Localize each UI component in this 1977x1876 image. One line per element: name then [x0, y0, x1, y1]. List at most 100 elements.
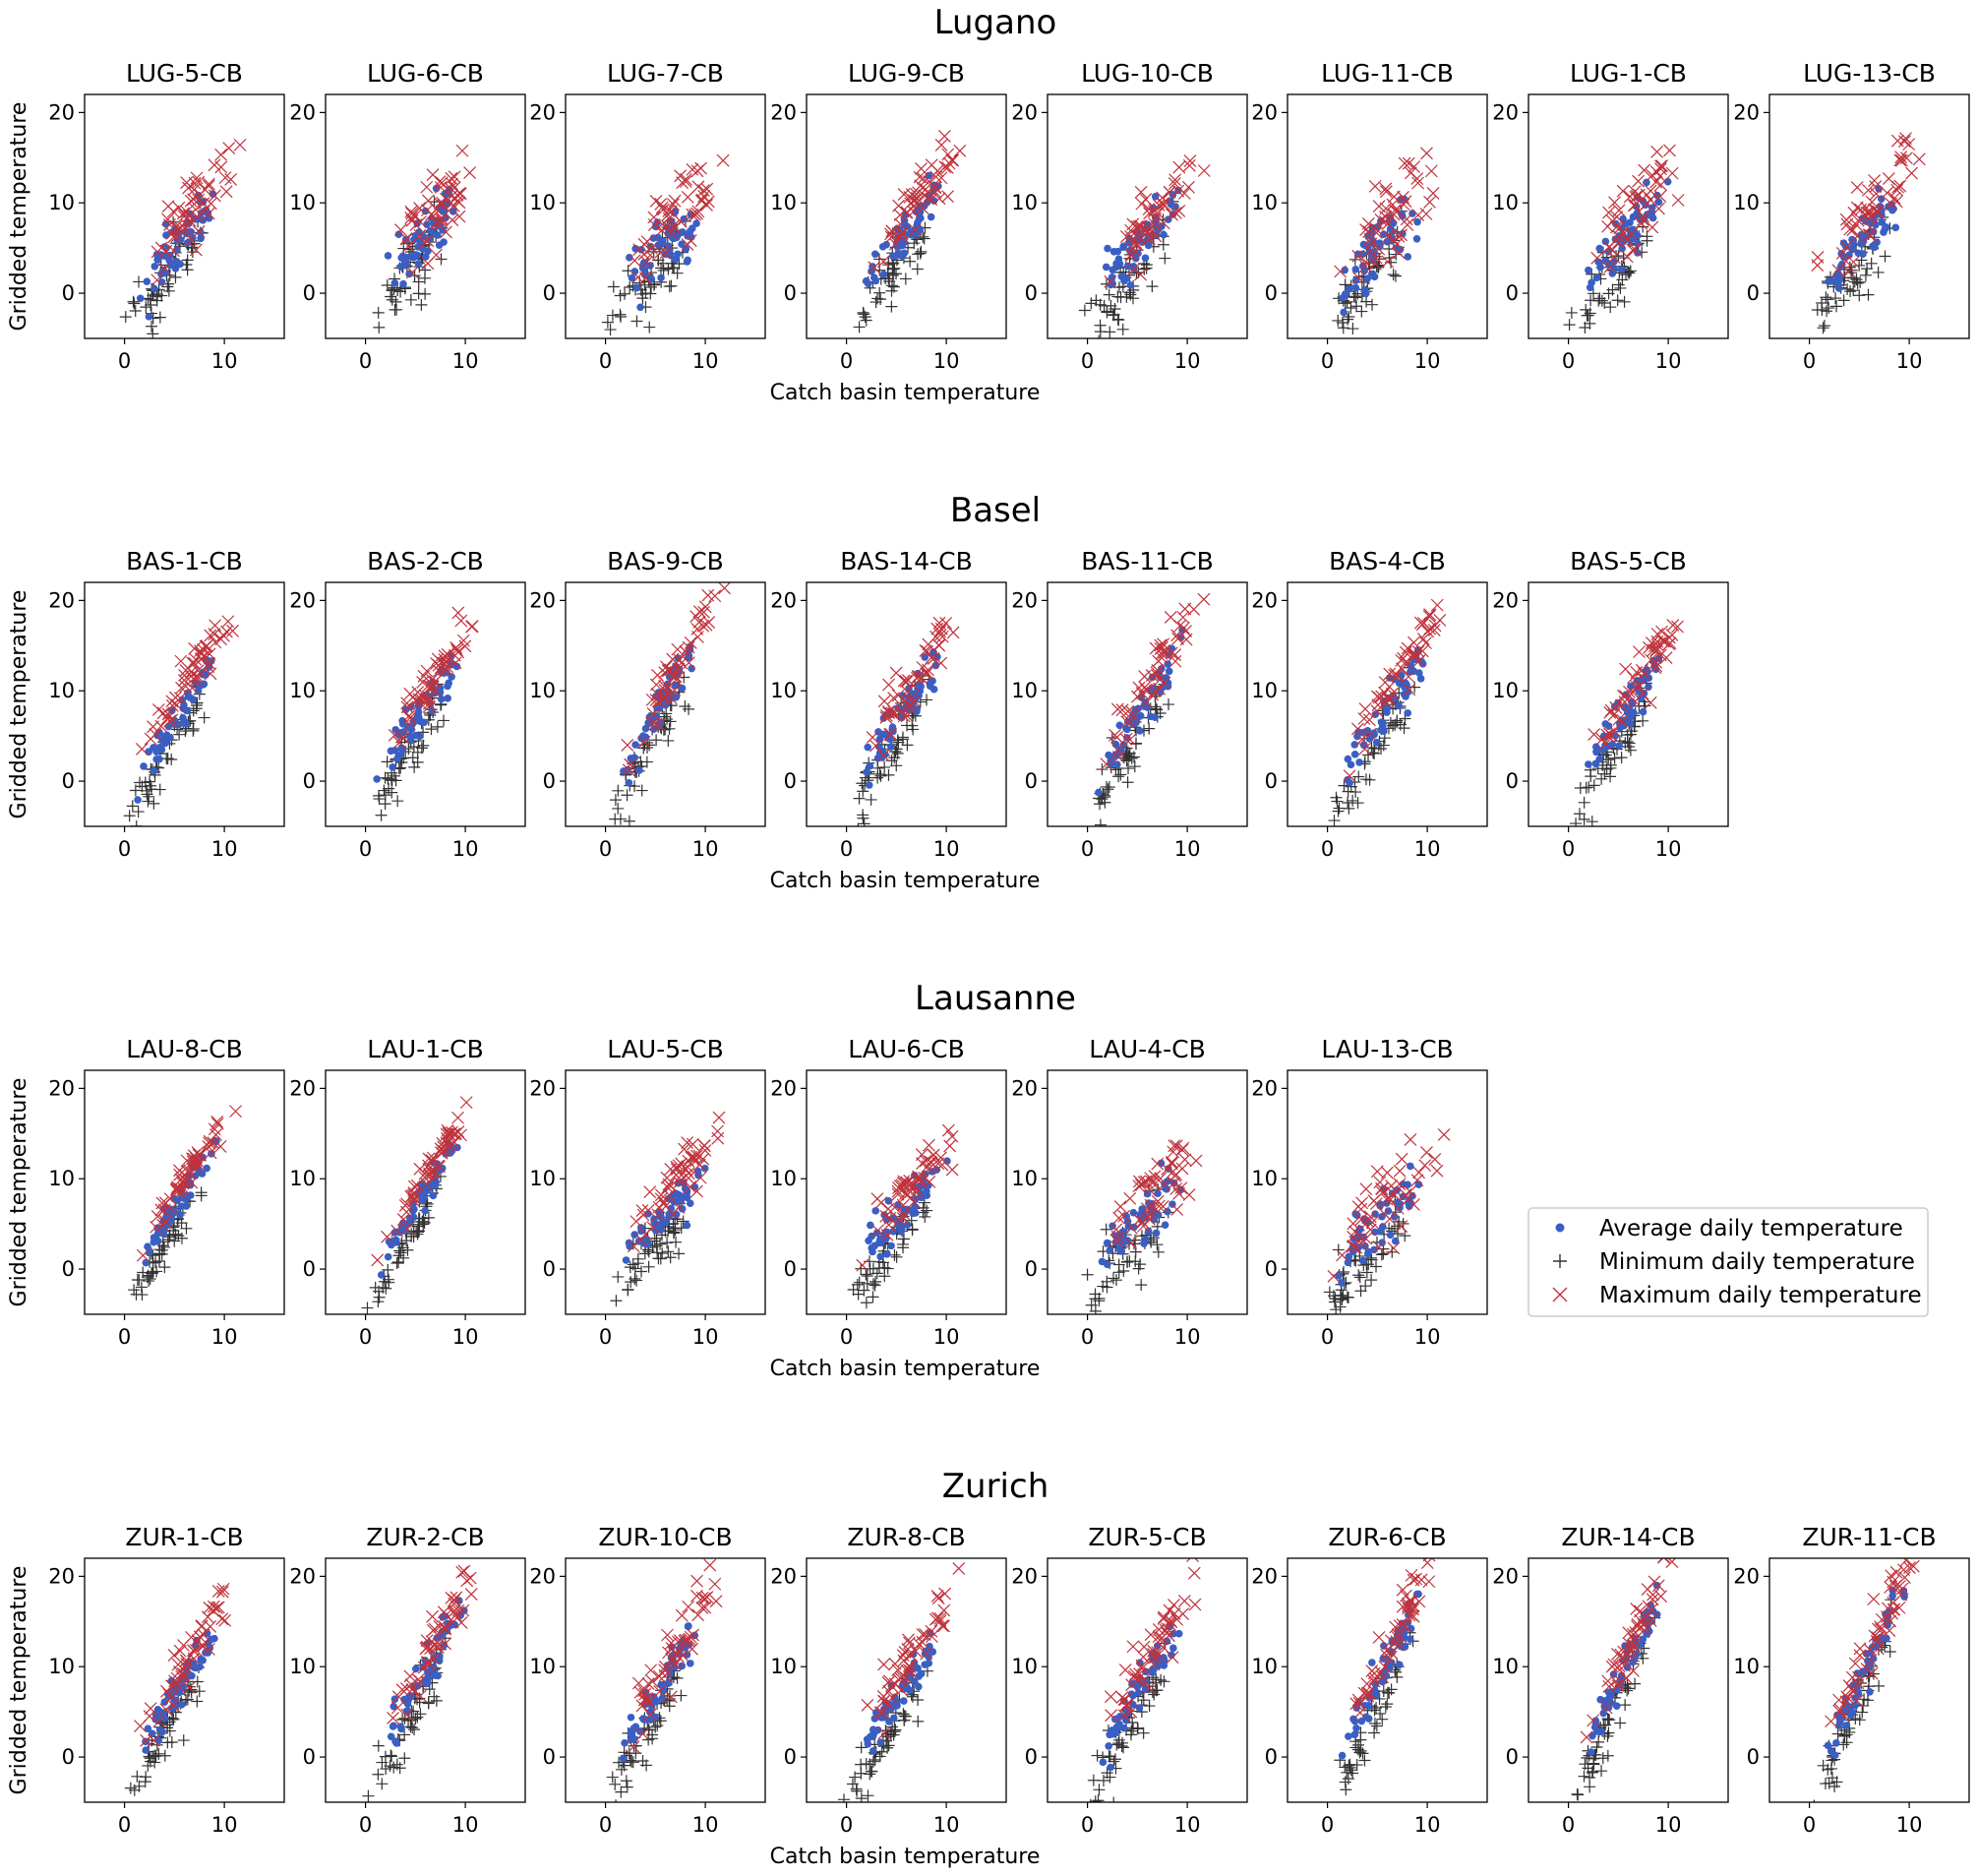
min-point — [1336, 317, 1348, 330]
x-tick-label: 10 — [1655, 837, 1682, 861]
max-point — [190, 1157, 204, 1171]
avg-point — [909, 1205, 917, 1214]
avg-point — [409, 252, 417, 260]
subplot-title: BAS-11-CB — [1081, 547, 1214, 575]
min-point — [857, 822, 859, 826]
max-point — [1197, 592, 1211, 606]
max-point — [158, 1215, 172, 1229]
max-point — [1622, 1626, 1636, 1640]
max-point — [1153, 1633, 1167, 1647]
min-point — [1377, 1684, 1390, 1697]
max-point — [440, 1608, 453, 1621]
avg-point — [182, 1202, 191, 1210]
min-point — [621, 1781, 633, 1793]
max-point — [1638, 667, 1650, 681]
max-point — [1396, 662, 1408, 676]
max-point — [1651, 1579, 1665, 1593]
max-point — [1124, 1237, 1138, 1250]
min-point — [654, 1238, 667, 1250]
min-point — [1342, 313, 1354, 326]
avg-point — [686, 1199, 694, 1208]
max-point — [1899, 132, 1912, 146]
max-point — [1159, 1623, 1172, 1637]
avg-point — [1372, 738, 1381, 747]
max-point — [1671, 194, 1685, 207]
max-point — [663, 1188, 677, 1202]
min-point — [614, 308, 627, 321]
min-point — [865, 793, 877, 806]
max-point — [899, 675, 913, 688]
min-point — [373, 789, 386, 802]
avg-point — [1407, 1162, 1414, 1171]
max-point — [1588, 728, 1601, 741]
avg-point — [1349, 1247, 1357, 1256]
max-point — [1626, 243, 1640, 257]
min-point — [1135, 1279, 1148, 1292]
max-point — [668, 194, 682, 208]
min-point — [897, 1233, 910, 1245]
y-tick-label: 0 — [1025, 281, 1038, 305]
max-point — [885, 1691, 899, 1704]
scatter-points — [1328, 598, 1447, 826]
min-point — [1099, 796, 1111, 809]
max-point — [1632, 188, 1646, 202]
max-point — [1630, 189, 1644, 203]
avg-point — [1338, 1279, 1346, 1287]
avg-point — [1891, 223, 1900, 232]
max-point — [1811, 251, 1825, 264]
min-point — [660, 707, 673, 720]
max-point — [1614, 698, 1628, 712]
max-point — [1352, 272, 1365, 285]
y-tick-label: 10 — [1492, 1655, 1519, 1678]
max-point — [1408, 635, 1420, 649]
avg-point — [1160, 1654, 1168, 1662]
avg-point — [1350, 741, 1359, 749]
max-point — [381, 1230, 393, 1243]
min-point — [1563, 319, 1576, 332]
avg-point — [864, 1739, 872, 1748]
avg-point — [134, 796, 142, 804]
max-point — [1398, 156, 1411, 170]
min-point — [1857, 1699, 1870, 1712]
avg-point — [428, 706, 437, 715]
min-point — [838, 1793, 851, 1802]
min-point — [181, 1693, 194, 1706]
max-point — [888, 237, 902, 251]
max-point — [1115, 1691, 1129, 1704]
max-point — [682, 1172, 695, 1185]
avg-point — [1643, 211, 1651, 218]
min-point — [1093, 1784, 1106, 1796]
min-point — [657, 264, 670, 276]
avg-point — [1117, 272, 1126, 280]
avg-point — [1627, 719, 1635, 728]
min-point — [648, 1235, 661, 1247]
min-point — [1339, 1776, 1351, 1788]
min-point — [422, 1697, 435, 1710]
x-tick-label: 0 — [1081, 349, 1094, 373]
max-point — [463, 166, 477, 179]
max-point — [1419, 208, 1433, 220]
max-point — [1139, 696, 1153, 709]
max-point — [1610, 1648, 1624, 1661]
min-point — [378, 784, 390, 797]
max-point — [1418, 1159, 1432, 1173]
max-point — [952, 1561, 966, 1575]
max-point — [1605, 1660, 1619, 1673]
avg-point — [678, 1662, 687, 1670]
min-point — [856, 777, 869, 790]
x-tick-label: 10 — [933, 349, 960, 373]
min-point — [870, 1267, 883, 1280]
min-point — [886, 279, 899, 292]
max-point — [1125, 705, 1139, 719]
max-point — [1113, 1200, 1127, 1213]
max-point — [698, 600, 712, 614]
max-point — [1881, 186, 1894, 200]
max-point — [178, 222, 192, 235]
max-point — [150, 1220, 162, 1234]
avg-point — [1113, 760, 1121, 769]
avg-point — [863, 768, 870, 776]
avg-point — [1396, 1661, 1404, 1669]
max-point — [884, 728, 898, 741]
subplot-title: ZUR-10-CB — [598, 1523, 732, 1551]
